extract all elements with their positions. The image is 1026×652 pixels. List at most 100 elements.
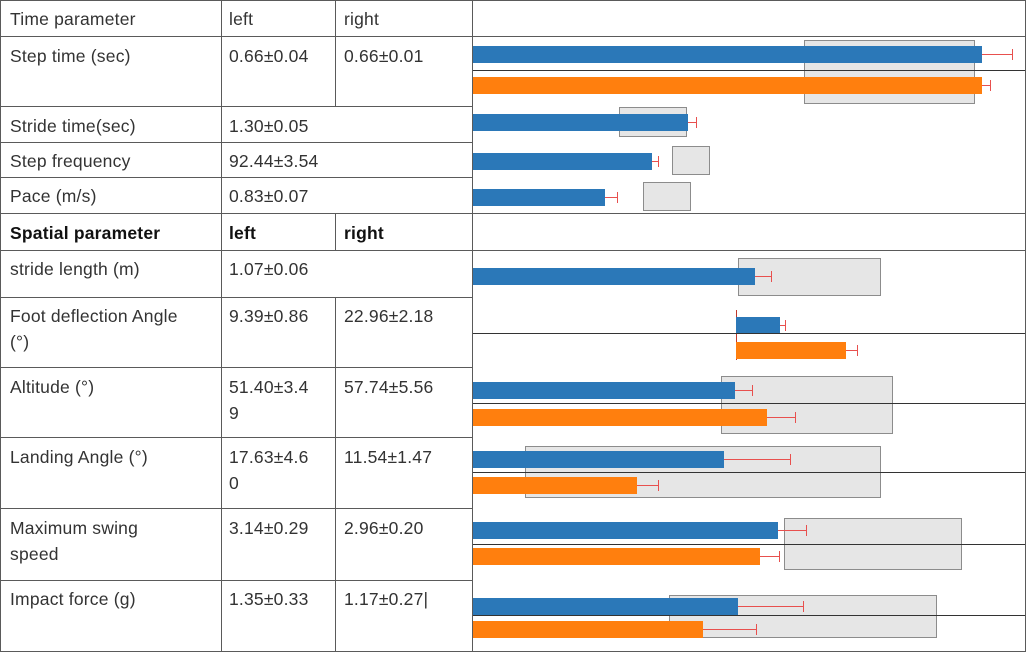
error-bar — [766, 417, 795, 418]
error-bar-cap — [794, 412, 796, 423]
left-value: 51.40±3.4 9 — [229, 377, 309, 423]
bar-origin-line — [735, 310, 737, 360]
bar-separator-line — [473, 544, 1025, 545]
error-bar-cap — [1012, 49, 1014, 60]
error-bar — [780, 325, 785, 326]
left-value: 1.30±0.05 — [229, 116, 309, 136]
bar-separator-line — [473, 472, 1025, 473]
row-label: Altitude (°) — [10, 377, 95, 397]
bar-separator-line — [473, 615, 1025, 616]
column-divider — [335, 0, 336, 106]
table-border-left — [0, 0, 1, 652]
row-divider — [0, 36, 1026, 37]
right-value: 1.17±0.27| — [344, 589, 429, 609]
error-bar — [981, 85, 990, 86]
error-bar-cap — [658, 480, 660, 491]
left-value: 9.39±0.86 — [229, 306, 309, 326]
row-divider — [0, 106, 472, 107]
right-value: 2.96±0.20 — [344, 518, 424, 538]
left-value: 0.66±0.04 — [229, 46, 309, 66]
error-bar-cap — [696, 117, 697, 128]
left-value: 1.35±0.33 — [229, 589, 309, 609]
left-value: 1.07±0.06 — [229, 259, 309, 279]
left-bar — [473, 522, 778, 539]
bar-separator-line — [473, 403, 1025, 404]
left-bar — [473, 382, 735, 399]
error-bar — [605, 197, 617, 198]
left-column-header: left — [229, 9, 254, 29]
reference-range-box — [671, 146, 711, 175]
right-value: 22.96±2.18 — [344, 306, 434, 326]
left-value: 92.44±3.54 — [229, 151, 319, 171]
error-bar — [760, 556, 780, 557]
row-divider — [0, 437, 472, 438]
row-label: Pace (m/s) — [10, 186, 97, 206]
error-bar-cap — [805, 525, 807, 536]
error-bar-cap — [989, 80, 991, 91]
error-bar — [651, 161, 659, 162]
row-label: Stride time(sec) — [10, 116, 136, 136]
left-bar — [473, 46, 982, 63]
row-label: Landing Angle (°) — [10, 447, 148, 467]
error-bar-cap — [755, 624, 757, 635]
error-bar-cap — [779, 551, 781, 562]
error-bar — [737, 606, 803, 607]
time-parameter-header: Time parameter — [10, 9, 136, 29]
row-divider — [0, 508, 472, 509]
error-bar — [702, 629, 756, 630]
bar-separator-line — [473, 333, 1025, 334]
row-label: Impact force (g) — [10, 589, 136, 609]
left-column-header: left — [229, 223, 257, 243]
error-bar — [754, 276, 772, 277]
row-divider — [0, 250, 1026, 251]
column-divider — [472, 0, 473, 652]
right-bar — [473, 409, 767, 426]
error-bar-cap — [802, 601, 804, 612]
error-bar — [724, 459, 791, 460]
left-bar — [473, 189, 606, 206]
reference-range-box — [737, 258, 882, 296]
reference-range-box — [643, 182, 692, 211]
right-value: 57.74±5.56 — [344, 377, 434, 397]
error-bar-cap — [784, 320, 786, 331]
row-divider — [0, 142, 472, 143]
left-value: 3.14±0.29 — [229, 518, 309, 538]
error-bar-cap — [752, 385, 754, 396]
error-bar-cap — [658, 156, 660, 167]
error-bar — [846, 350, 857, 351]
left-bar — [473, 153, 652, 170]
row-divider — [0, 297, 472, 298]
left-bar — [473, 598, 738, 615]
right-column-header: right — [344, 9, 380, 29]
column-divider — [335, 213, 336, 250]
right-value: 11.54±1.47 — [344, 447, 433, 467]
error-bar — [734, 390, 753, 391]
left-value: 0.83±0.07 — [229, 186, 309, 206]
right-bar — [735, 342, 847, 359]
error-bar — [687, 122, 696, 123]
right-column-header: right — [344, 223, 384, 243]
row-label: Foot deflection Angle (°) — [10, 306, 183, 352]
right-bar — [473, 621, 703, 638]
error-bar-cap — [616, 192, 618, 203]
bar-separator-line — [473, 70, 1025, 71]
left-bar — [473, 451, 725, 468]
right-bar — [473, 77, 982, 94]
row-label: Maximum swing speed — [10, 518, 139, 564]
spatial-parameter-header: Spatial parameter — [10, 223, 161, 243]
error-bar-cap — [856, 345, 858, 356]
row-divider — [0, 177, 472, 178]
error-bar-cap — [771, 271, 773, 282]
error-bar — [777, 530, 806, 531]
left-bar — [473, 114, 688, 131]
error-bar-cap — [790, 454, 792, 465]
row-divider — [0, 213, 1026, 214]
error-bar — [637, 485, 659, 486]
row-label: stride length (m) — [10, 259, 140, 279]
right-bar — [473, 477, 638, 494]
row-divider — [0, 367, 472, 368]
row-label: Step frequency — [10, 151, 131, 171]
error-bar — [981, 54, 1013, 55]
right-bar — [473, 548, 761, 565]
